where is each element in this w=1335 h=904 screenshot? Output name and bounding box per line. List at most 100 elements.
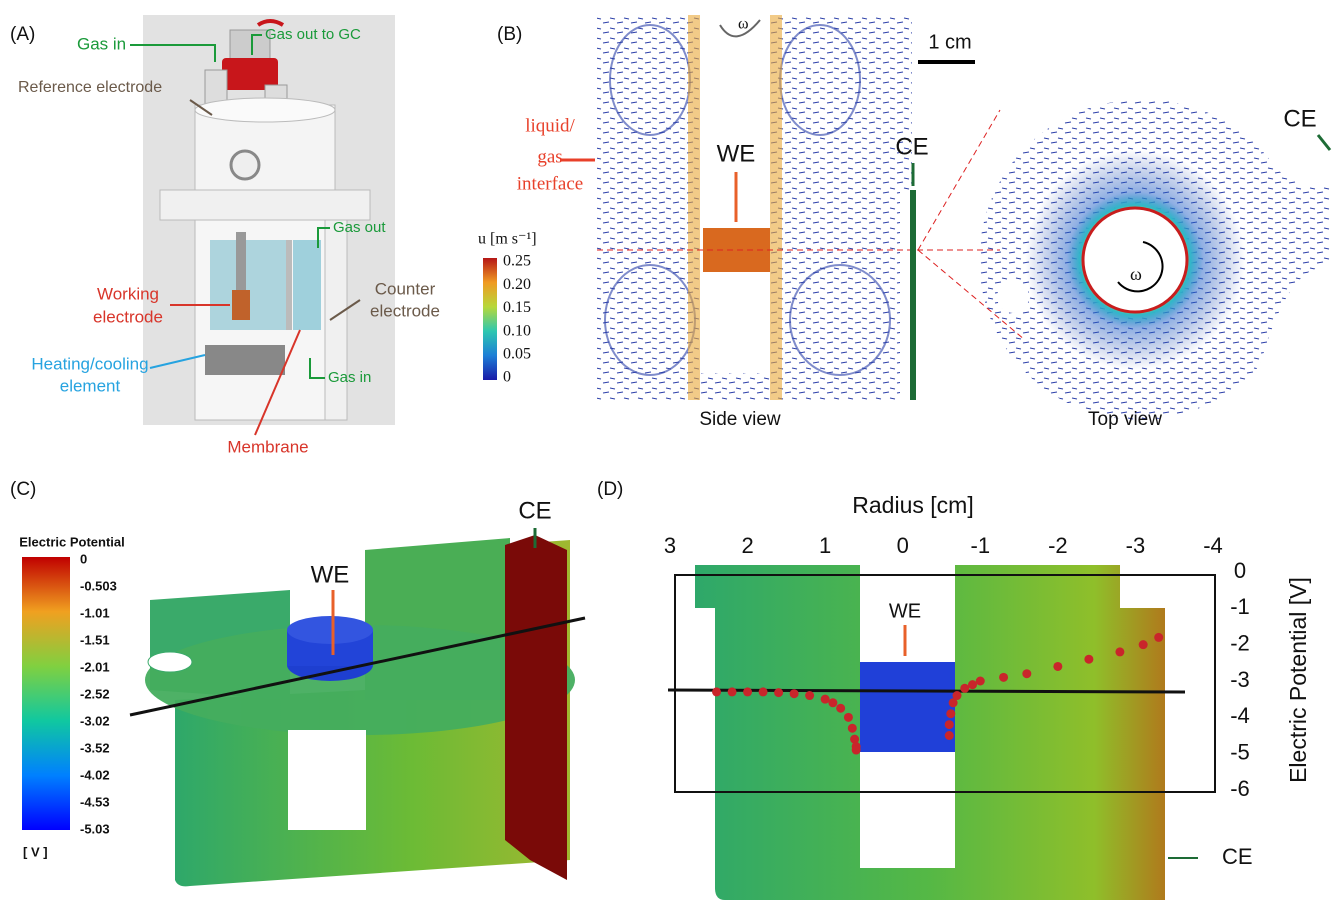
potential-point: [844, 713, 853, 722]
x-tick-label: 2: [741, 533, 753, 558]
colorbar: [483, 258, 497, 380]
potential-point: [1115, 647, 1124, 656]
colorbar-label: -1.51: [80, 632, 110, 647]
potential-point: [960, 684, 969, 693]
potential-point: [852, 746, 861, 755]
colorbar-label: -2.01: [80, 659, 110, 674]
potential-point: [999, 673, 1008, 682]
colorbar-labels: 0-0.503-1.01-1.51-2.01-2.52-3.02-3.52-4.…: [80, 551, 117, 836]
colorbar-label: 0.05: [503, 345, 531, 362]
colorbar-label: 0.10: [503, 322, 531, 339]
caption: Top view: [1088, 409, 1162, 430]
label: gas: [537, 146, 562, 167]
colorbar-label: -4.02: [80, 767, 110, 782]
y-tick-label: 0: [1234, 558, 1246, 583]
label: 1 cm: [928, 31, 971, 53]
label: element: [60, 376, 121, 395]
cell-section: [668, 565, 1215, 900]
label: Gas in: [77, 34, 126, 53]
y-tick-label: -2: [1230, 630, 1250, 655]
y-axis-title: Electric Potential [V]: [1285, 577, 1311, 783]
potential-point: [945, 731, 954, 740]
label: Heating/cooling: [31, 354, 148, 373]
label: ω: [1130, 264, 1142, 284]
potential-point: [836, 704, 845, 713]
potential-point: [1084, 655, 1093, 664]
x-tick-label: 0: [897, 533, 909, 558]
caption: Side view: [699, 409, 781, 430]
colorbar-label: -5.03: [80, 821, 110, 836]
colorbar-label: 0.20: [503, 276, 531, 293]
x-tick-label: -3: [1126, 533, 1146, 558]
potential-point: [945, 720, 954, 729]
potential-point: [759, 687, 768, 696]
y-tick-label: -5: [1230, 739, 1250, 764]
panel-tag: (B): [497, 24, 522, 45]
colorbar-title: Electric Potential: [19, 534, 124, 549]
potential-point: [743, 687, 752, 696]
potential-point: [976, 677, 985, 686]
potential-point: [821, 695, 830, 704]
label: CE: [1283, 105, 1316, 132]
top-view: [918, 100, 1330, 420]
label: WE: [311, 561, 350, 588]
potential-point: [774, 688, 783, 697]
colorbar-unit: [ V ]: [23, 844, 48, 859]
potential-point: [1053, 662, 1062, 671]
label: ω: [738, 16, 749, 33]
y-tick-label: -4: [1230, 703, 1250, 728]
colorbar-label: -4.53: [80, 794, 110, 809]
y-tick-label: -3: [1230, 667, 1250, 692]
label: electrode: [370, 301, 440, 320]
label: Working: [97, 284, 159, 303]
label: CE: [1222, 844, 1253, 869]
label: Gas out: [333, 219, 386, 236]
label: WE: [889, 600, 921, 622]
colorbar-label: -1.01: [80, 605, 110, 620]
x-tick-label: -2: [1048, 533, 1068, 558]
page: { "panel_a": { "tag": "(A)", "gas_in_top…: [0, 0, 1335, 904]
y-tick-label: -6: [1230, 776, 1250, 801]
x-tick-label: -1: [971, 533, 991, 558]
potential-point: [828, 698, 837, 707]
potential-point: [805, 691, 814, 700]
label: liquid/: [525, 115, 575, 136]
figure: (A) Gas in Gas out to GC Reference elect…: [0, 0, 1335, 904]
colorbar-label: -0.503: [80, 578, 117, 593]
label: CE: [895, 133, 928, 160]
potential-point: [946, 709, 955, 718]
potential-point: [728, 687, 737, 696]
colorbar-label: -3.02: [80, 713, 110, 728]
label: WE: [717, 140, 756, 167]
potential-point: [968, 680, 977, 689]
potential-point: [1022, 669, 1031, 678]
potential-point: [1139, 640, 1148, 649]
label: CE: [518, 497, 551, 524]
y-tick-label: -1: [1230, 594, 1250, 619]
potential-point: [953, 691, 962, 700]
colorbar-label: -3.52: [80, 740, 110, 755]
x-tick-label: 3: [664, 533, 676, 558]
label: Gas in: [328, 369, 371, 386]
label: Reference electrode: [18, 79, 162, 96]
potential-point: [1154, 633, 1163, 642]
panel-tag: (A): [10, 24, 35, 45]
panel-tag: (D): [597, 479, 623, 500]
panel-tag: (C): [10, 479, 36, 500]
x-axis-title: Radius [cm]: [852, 492, 973, 518]
label: interface: [517, 173, 583, 194]
colorbar-title: u [m s⁻¹]: [478, 231, 537, 248]
side-view: [560, 15, 1000, 400]
colorbar-label: 0: [80, 551, 87, 566]
label: Counter: [375, 279, 436, 298]
colorbar-label: 0: [503, 369, 511, 386]
colorbar-label: 0.15: [503, 299, 531, 316]
colorbar-labels: 0.25 0.20 0.15 0.10 0.05 0: [503, 253, 531, 386]
x-tick-label: -4: [1203, 533, 1223, 558]
colorbar: [22, 557, 70, 830]
potential-point: [712, 687, 721, 696]
label: Gas out to GC: [265, 26, 361, 43]
x-tick-label: 1: [819, 533, 831, 558]
potential-point: [848, 724, 857, 733]
colorbar-label: 0.25: [503, 253, 531, 270]
